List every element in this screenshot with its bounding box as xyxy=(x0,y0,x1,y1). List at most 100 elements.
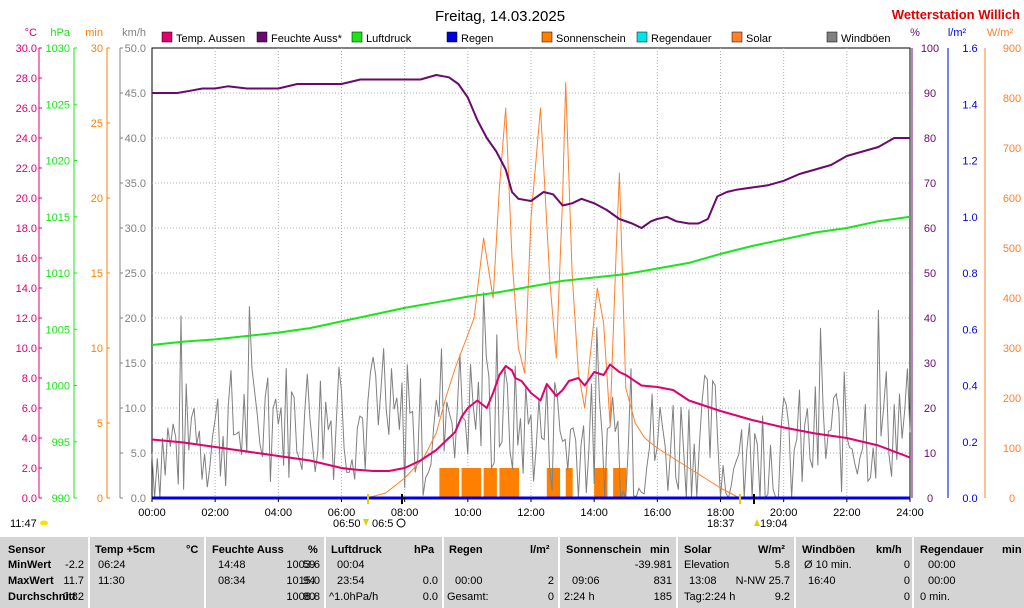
sun-markers: 11:47 06:50 06:5 18:37 19:04 xyxy=(10,494,788,530)
sunrise-civil-time: 06:50 xyxy=(333,518,361,530)
stats-row-avg: Durchschnitt xyxy=(8,591,76,603)
sunset-civil-time: 18:37 xyxy=(707,518,735,530)
stats-temp-min: -2.2 xyxy=(65,559,84,571)
tick-label-temp_c: 16.0 xyxy=(16,253,37,265)
sunshine-bar xyxy=(512,468,519,498)
sunrise-icon xyxy=(363,519,369,526)
legend-item: Feuchte Auss* xyxy=(256,31,343,45)
tick-label-humidity_pct: 80 xyxy=(924,133,936,145)
tick-label-humidity_pct: 60 xyxy=(924,223,936,235)
series-feuchte-auss- xyxy=(152,74,910,229)
stats-rain: Regen l/m² 00:00 0.0 Gesamt: 0.0 xyxy=(423,537,558,608)
stats-solar: Solar W/m² Elevation -39.981 13:08 831 Tag:… xyxy=(635,537,794,608)
stats-gust: Windböen km/h Ø 10 min. 5.8 16:40 N-NW 25.7… xyxy=(736,537,912,608)
tick-label-sunshine_min: 25 xyxy=(91,118,103,130)
tick-label-rain_lm2: 0.8 xyxy=(962,268,977,280)
legend-swatch xyxy=(351,31,363,43)
current-time: 11:47 xyxy=(10,518,37,530)
tick-label-temp_c: 24.0 xyxy=(16,133,37,145)
stats-rain-max: 0.0 xyxy=(422,575,438,587)
sunset-marker xyxy=(739,494,741,504)
stats-rain-total-label: Gesamt: xyxy=(447,591,489,603)
stats-humidity-max: 94 xyxy=(303,575,316,587)
stats-pressure-min: 1003.6 xyxy=(286,559,320,571)
tick-label-rain_lm2: 0.0 xyxy=(962,493,977,505)
stats-raindur-unit: min xyxy=(1002,544,1022,556)
tick-label-rain_lm2: 1.6 xyxy=(962,43,977,55)
tick-label-humidity_pct: 0 xyxy=(927,493,933,505)
stats-row-max: MaxWert xyxy=(8,575,54,587)
tick-label-wind_kmh: 10.0 xyxy=(125,403,146,415)
tick-label-pressure_hpa: 1000 xyxy=(46,381,70,393)
tick-label-temp_c: 26.0 xyxy=(16,103,37,115)
tick-label-humidity_pct: 40 xyxy=(924,313,936,325)
tick-label-time: 18:00 xyxy=(707,507,735,519)
legend-item: Solar xyxy=(731,31,772,45)
stats-humidity-max-time: 08:34 xyxy=(218,575,246,587)
stats-sunshine-title: Sonnenschein xyxy=(566,544,642,556)
tick-label-humidity_pct: 70 xyxy=(924,178,936,190)
series-solar xyxy=(152,82,910,499)
legend: Temp. Aussen Feuchte Auss* Luftdruck Regen S… xyxy=(161,31,891,45)
tick-label-sunshine_min: 15 xyxy=(91,268,103,280)
tick-label-time: 22:00 xyxy=(833,507,861,519)
legend-item: Regendauer xyxy=(636,31,712,45)
moon-icon xyxy=(396,518,406,528)
moon-marker xyxy=(401,494,403,504)
stats-pressure-unit: hPa xyxy=(414,544,435,556)
stats-sunshine-avg: 0 xyxy=(547,591,554,603)
legend-label: Sonnenschein xyxy=(556,33,626,45)
tick-label-sunshine_min: 0 xyxy=(97,493,103,505)
stats-pressure-trend: ^1.0hPa/h xyxy=(329,591,379,603)
stats-gust-avg10: 5.8 xyxy=(774,559,790,571)
tick-label-temp_c: 8.0 xyxy=(22,373,37,385)
stats-pressure-title: Luftdruck xyxy=(331,544,382,556)
tick-label-solar_wm2: 0 xyxy=(1009,493,1015,505)
legend-item: Sonnenschein xyxy=(541,31,626,45)
tick-label-temp_c: 28.0 xyxy=(16,73,37,85)
sunset-icon xyxy=(754,519,760,526)
tick-label-wind_kmh: 45.0 xyxy=(125,88,146,100)
tick-label-wind_kmh: 30.0 xyxy=(125,223,146,235)
tick-label-temp_c: 30.0 xyxy=(16,43,37,55)
sunshine-bar xyxy=(452,468,459,498)
stats-pressure-max-time: 23:54 xyxy=(337,575,365,587)
stats-raindur-title: Regendauer xyxy=(920,544,984,556)
tick-label-rain_lm2: 1.2 xyxy=(962,156,977,168)
stats-gust-title: Windböen xyxy=(802,544,856,556)
tick-label-humidity_pct: 20 xyxy=(924,403,936,415)
tick-label-temp_c: 14.0 xyxy=(16,283,37,295)
tick-label-solar_wm2: 600 xyxy=(1003,193,1021,205)
stats-sensor-title: Sensor xyxy=(8,544,46,556)
tick-label-solar_wm2: 200 xyxy=(1003,393,1021,405)
stats-raindur-max-time: 00:00 xyxy=(928,575,956,587)
stats-temp: Temp +5cm °C 06:24 -2.2 11:30 11.7 0.82 xyxy=(63,537,204,608)
legend-swatch xyxy=(826,31,838,43)
tick-label-sunshine_min: 5 xyxy=(97,418,103,430)
stats-temp-max-time: 11:30 xyxy=(98,575,125,587)
sun-icon xyxy=(40,520,48,526)
axes: °C 0.0 2.0 4.0 6.0 8.0 10.0 12.0 14.0 16.0 18.0 20.… xyxy=(16,27,1022,519)
tick-label-temp_c: 18.0 xyxy=(16,223,37,235)
tick-label-wind_kmh: 25.0 xyxy=(125,268,146,280)
tick-label-pressure_hpa: 990 xyxy=(52,493,70,505)
stats-raindur-total: 0 min. xyxy=(920,591,950,603)
stats-sensor: Sensor MinWert MaxWert Durchschnitt xyxy=(0,537,88,608)
tick-label-pressure_hpa: 1010 xyxy=(46,268,70,280)
tick-label-wind_kmh: 15.0 xyxy=(125,358,146,370)
tick-label-wind_kmh: 40.0 xyxy=(125,133,146,145)
sunshine-bar xyxy=(594,468,602,498)
sunshine-bar xyxy=(565,468,573,498)
tick-label-wind_kmh: 20.0 xyxy=(125,313,146,325)
tick-label-rain_lm2: 1.0 xyxy=(962,212,977,224)
axis-unit-temp_c: °C xyxy=(25,27,37,39)
stats-raindur-avg: 0 xyxy=(903,591,910,603)
legend-swatch xyxy=(541,31,553,43)
stats-gust-avg10-label: Ø 10 min. xyxy=(804,559,852,571)
stats-solar-max: 831 xyxy=(653,575,672,587)
legend-swatch xyxy=(636,31,648,43)
stats-raindur: Regendauer min 00:00 0 00:00 0 0 min. 0 xyxy=(904,537,1024,608)
stats-gust-avg: 9.2 xyxy=(774,591,790,603)
series-luftdruck xyxy=(151,215,911,346)
sunset-time: 19:04 xyxy=(760,518,788,530)
